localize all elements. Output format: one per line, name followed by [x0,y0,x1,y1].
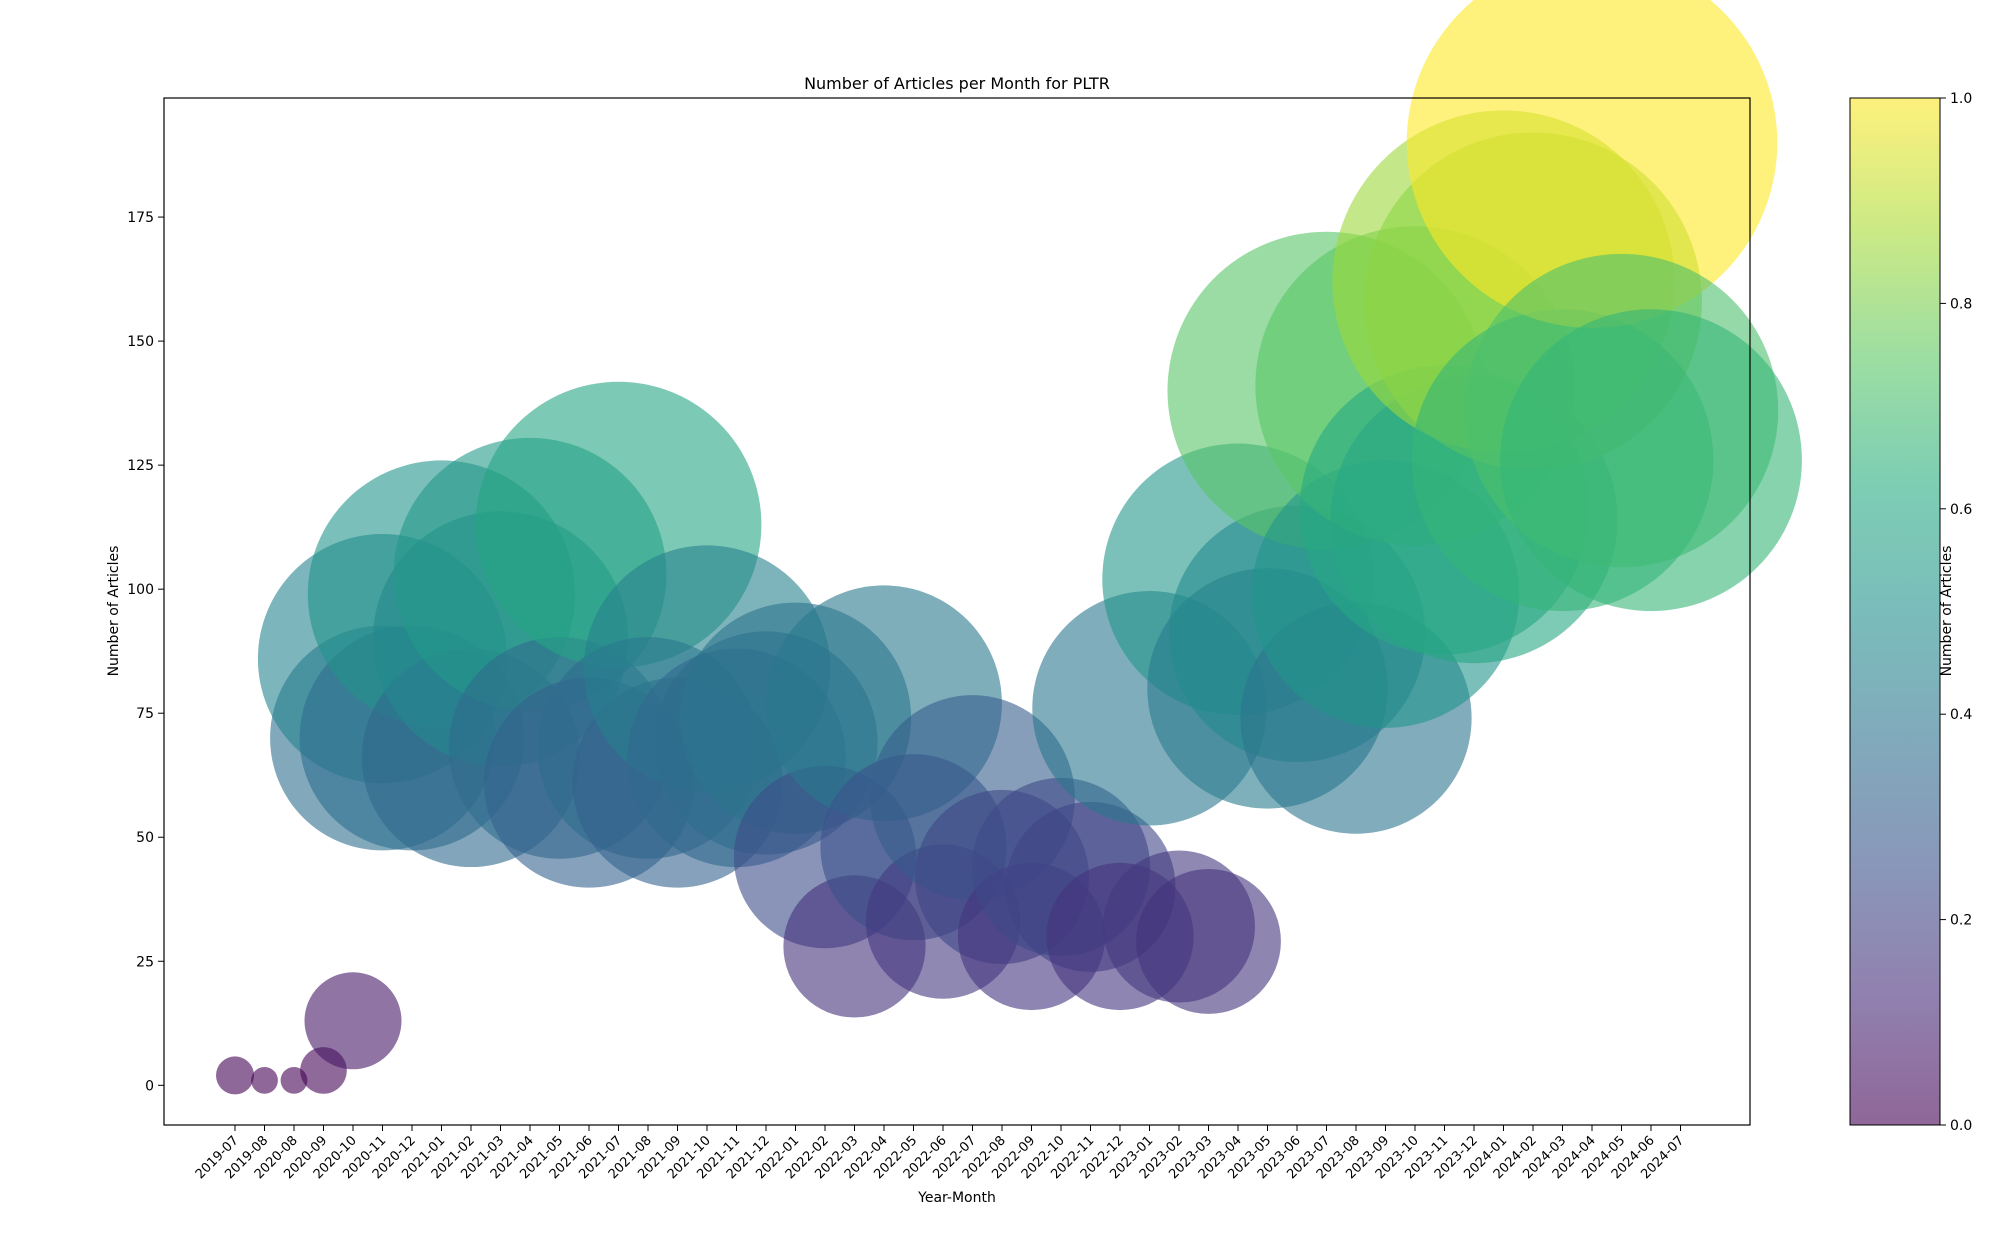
plot-frame [163,97,1751,1126]
colorbar-tick-label: 0.8 [1950,296,1972,312]
y-tick-label: 50 [136,830,154,846]
y-tick-label: 125 [127,458,154,474]
colorbar: 0.0 0.2 0.4 0.6 0.8 1.0 Number of Articles [1849,91,1972,1134]
data-bubble [304,972,402,1070]
y-tick-label: 100 [127,582,154,598]
colorbar-tick-label: 0.4 [1950,707,1972,723]
colorbar-tick-label: 1.0 [1950,91,1972,107]
y-tick-label: 0 [145,1078,154,1094]
data-bubble [1406,0,1778,328]
y-tick-label: 150 [127,334,154,350]
y-tick-label: 25 [136,954,154,970]
colorbar-tick-label: 0.0 [1950,1118,1972,1134]
y-tick-label: 175 [127,210,154,226]
data-bubble [1136,869,1281,1014]
data-bubble [216,1056,254,1095]
colorbar-tick-label: 0.6 [1950,502,1972,518]
bubbles-layer [216,0,1802,1095]
colorbar-label: Number of Articles [1939,546,1955,677]
data-bubble [1500,309,1802,612]
plot-area [163,0,1802,1126]
y-tick-label: 75 [136,706,154,722]
colorbar-gradient [1849,97,1941,1126]
chart-title: Number of Articles per Month for PLTR [804,74,1110,93]
x-axis-label: Year-Month [917,1190,996,1206]
colorbar-tick-label: 0.2 [1950,913,1972,929]
colorbar-ticks: 0.0 0.2 0.4 0.6 0.8 1.0 [1940,91,1972,1134]
y-axis-label: Number of Articles [106,546,122,677]
y-axis: 0 25 50 75 100 125 150 175 [127,210,164,1094]
data-bubble [251,1066,278,1094]
